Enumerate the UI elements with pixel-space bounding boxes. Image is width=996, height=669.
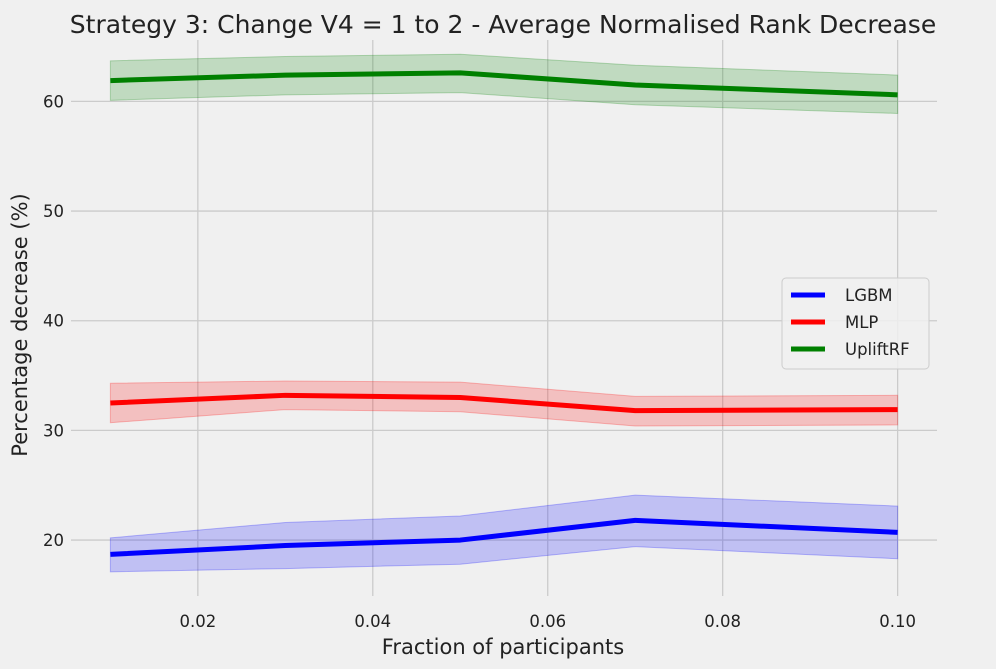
legend-box	[781, 277, 930, 370]
x-tick-label: 0.04	[354, 612, 391, 631]
series-lines	[110, 70, 898, 557]
chart-title: Strategy 3: Change V4 = 1 to 2 - Average…	[70, 10, 936, 39]
upliftrf-line	[110, 70, 898, 98]
x-axis-ticks: 0.02 0.04 0.06 0.08 0.10	[179, 612, 916, 631]
legend-label: MLP	[845, 313, 878, 332]
x-tick-label: 0.06	[529, 612, 566, 631]
mlp-band	[109, 380, 899, 427]
confidence-bands	[109, 53, 899, 573]
x-tick-label: 0.10	[879, 612, 916, 631]
y-tick-label: 20	[43, 531, 64, 550]
x-tick-label: 0.08	[704, 612, 741, 631]
mlp-line	[110, 392, 898, 414]
legend: LGBM MLP UpliftRF	[781, 277, 930, 370]
x-tick-label: 0.02	[179, 612, 216, 631]
legend-label: UpliftRF	[845, 340, 910, 359]
lgbm-line	[110, 517, 898, 557]
y-axis-label: Percentage decrease (%)	[8, 193, 32, 456]
y-tick-label: 40	[43, 312, 64, 331]
y-tick-label: 60	[43, 92, 64, 111]
upliftrf-band	[109, 53, 899, 114]
y-axis-ticks: 20 30 40 50 60	[43, 92, 64, 550]
x-axis-label: Fraction of participants	[382, 635, 624, 659]
y-tick-label: 50	[43, 202, 64, 221]
legend-label: LGBM	[845, 286, 893, 305]
y-tick-label: 30	[43, 421, 64, 440]
